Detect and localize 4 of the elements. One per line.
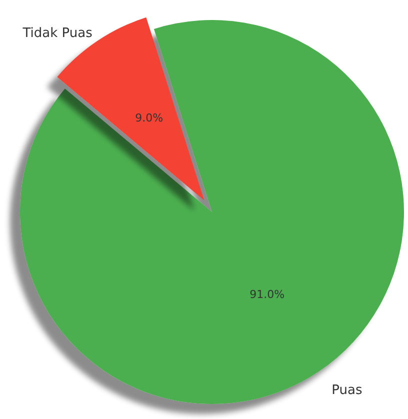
slice-label: Puas [332,383,362,398]
data-label: 9.0% [135,112,164,125]
slice-label: Tidak Puas [22,26,93,41]
data-label: 91.0% [250,288,285,301]
